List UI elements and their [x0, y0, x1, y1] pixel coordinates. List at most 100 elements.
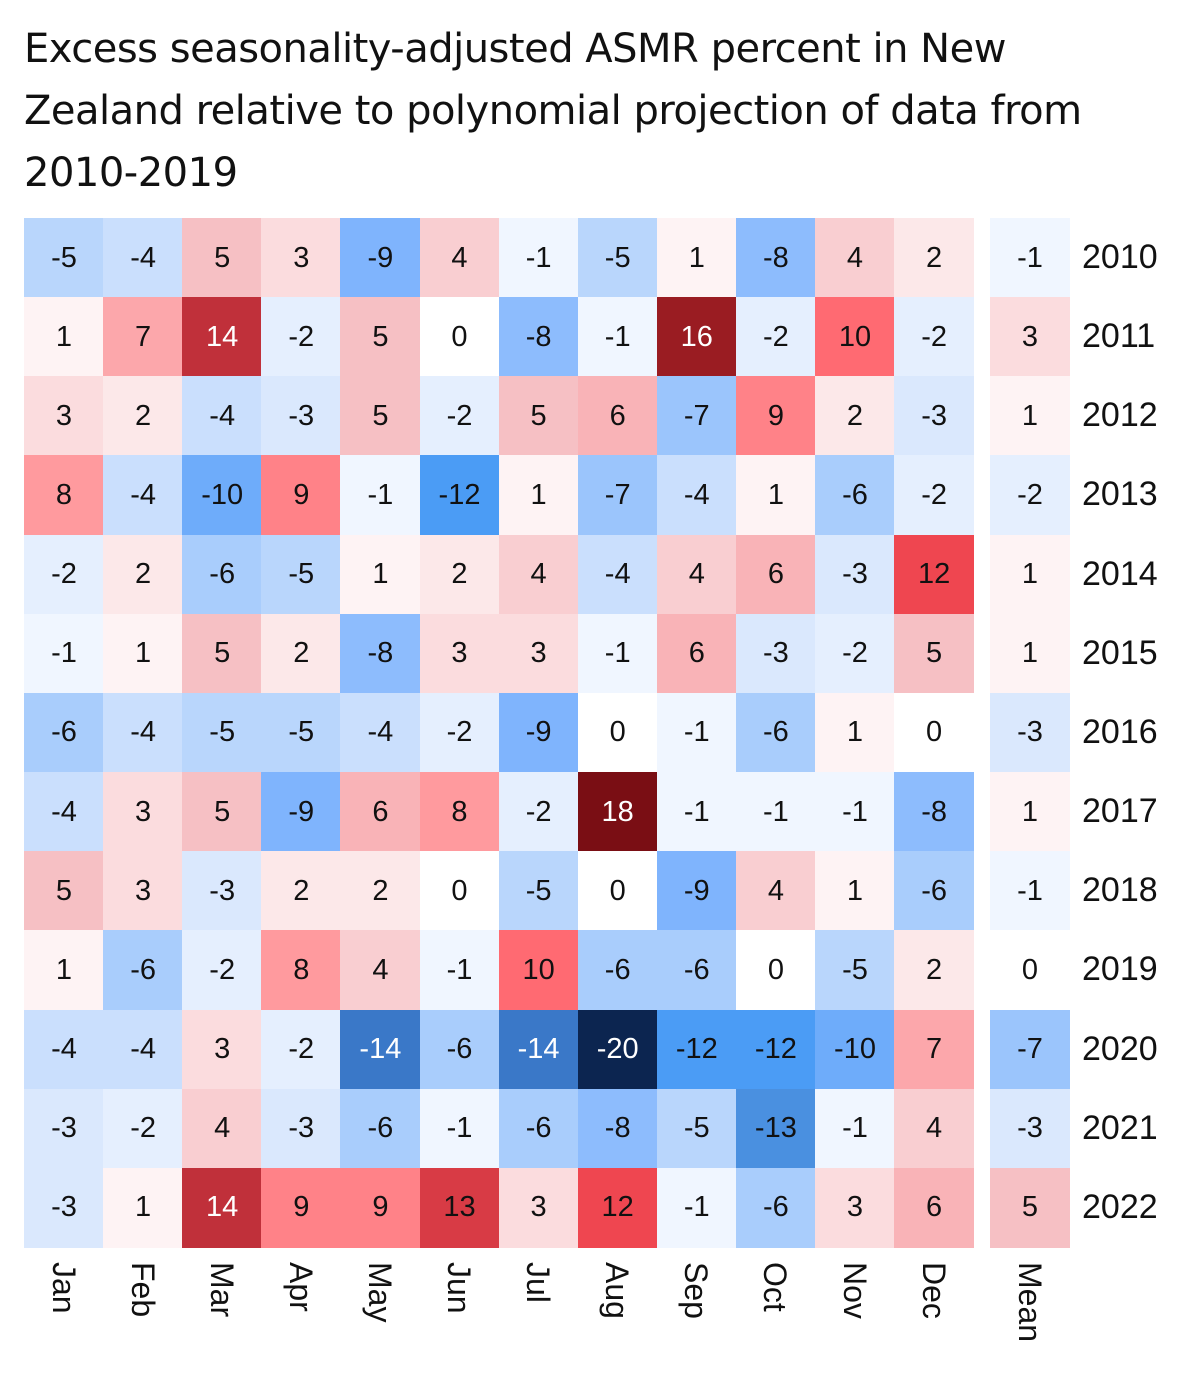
heatmap-cell-2018-jan: 5: [24, 851, 104, 932]
heatmap-cell-2014-aug: -4: [577, 534, 658, 615]
heatmap-cell-2017-aug: 18: [577, 772, 658, 853]
heatmap-cell-2011-may: 5: [340, 297, 421, 378]
heatmap-cell-2013-aug: -7: [577, 455, 658, 536]
heatmap-cell-2020-dec: 7: [894, 1009, 975, 1090]
heatmap-cell-2011-oct: -2: [735, 297, 816, 378]
row-label-2020: 2020: [1082, 1029, 1158, 1068]
heatmap-cell-2016-feb: -4: [103, 692, 184, 773]
heatmap-cell-2012-aug: 6: [577, 376, 658, 457]
heatmap-cell-2021-sep: -5: [656, 1088, 737, 1169]
heatmap-cell-2011-jan: 1: [24, 297, 104, 378]
heatmap-cell-2017-feb: 3: [103, 772, 184, 853]
heatmap-cell-2015-jun: 3: [419, 613, 500, 694]
heatmap-cell-2013-nov: -6: [815, 455, 895, 536]
heatmap-cell-2020-nov: -10: [815, 1009, 895, 1090]
heatmap-cell-2020-sep: -12: [656, 1009, 737, 1090]
heatmap-cell-2014-jul: 4: [498, 534, 579, 615]
column-label-sep: Sep: [678, 1262, 715, 1319]
heatmap-cell-2018-jul: -5: [498, 851, 579, 932]
heatmap-cell-2022-may: 9: [340, 1167, 421, 1248]
heatmap-cell-2012-oct: 9: [735, 376, 816, 457]
column-label-feb: Feb: [124, 1262, 161, 1318]
heatmap-cell-2019-apr: 8: [261, 930, 342, 1011]
heatmap-cell-2021-mar: 4: [182, 1088, 263, 1169]
mean-cell-2013: -2: [990, 455, 1070, 536]
heatmap-cell-2015-apr: 2: [261, 613, 342, 694]
heatmap-cell-2020-feb: -4: [103, 1009, 184, 1090]
heatmap-cell-2019-aug: -6: [577, 930, 658, 1011]
heatmap-cell-2016-apr: -5: [261, 692, 342, 773]
heatmap-cell-2010-apr: 3: [261, 218, 342, 298]
heatmap-cell-2017-may: 6: [340, 772, 421, 853]
row-label-2016: 2016: [1082, 712, 1158, 751]
heatmap-cell-2010-feb: -4: [103, 218, 184, 298]
heatmap-cell-2014-nov: -3: [815, 534, 895, 615]
heatmap-cell-2015-jan: -1: [24, 613, 104, 694]
heatmap-cell-2010-jun: 4: [419, 218, 500, 298]
heatmap-cell-2020-jan: -4: [24, 1009, 104, 1090]
heatmap-cell-2022-feb: 1: [103, 1167, 184, 1248]
heatmap-cell-2012-nov: 2: [815, 376, 895, 457]
heatmap-cell-2014-mar: -6: [182, 534, 263, 615]
heatmap-cell-2017-jan: -4: [24, 772, 104, 853]
heatmap-cell-2022-oct: -6: [735, 1167, 816, 1248]
column-label-may: May: [361, 1262, 398, 1323]
heatmap-cell-2010-jul: -1: [498, 218, 579, 298]
heatmap-cell-2018-apr: 2: [261, 851, 342, 932]
heatmap-cell-2020-mar: 3: [182, 1009, 263, 1090]
heatmap-cell-2013-may: -1: [340, 455, 421, 536]
heatmap-cell-2022-nov: 3: [815, 1167, 895, 1248]
heatmap-cell-2015-mar: 5: [182, 613, 263, 694]
heatmap-cell-2015-sep: 6: [656, 613, 737, 694]
mean-cell-2015: 1: [990, 613, 1070, 694]
heatmap-cell-2013-jul: 1: [498, 455, 579, 536]
mean-cell-2017: 1: [990, 772, 1070, 853]
row-label-2018: 2018: [1082, 871, 1158, 910]
heatmap-cell-2015-aug: -1: [577, 613, 658, 694]
heatmap-cell-2017-apr: -9: [261, 772, 342, 853]
heatmap-cell-2012-mar: -4: [182, 376, 263, 457]
heatmap-cell-2013-dec: -2: [894, 455, 975, 536]
heatmap-cell-2019-mar: -2: [182, 930, 263, 1011]
heatmap-cell-2019-jun: -1: [419, 930, 500, 1011]
heatmap-cell-2019-jan: 1: [24, 930, 104, 1011]
column-label-apr: Apr: [282, 1262, 319, 1312]
heatmap-cell-2011-nov: 10: [815, 297, 895, 378]
heatmap-cell-2014-apr: -5: [261, 534, 342, 615]
heatmap-cell-2010-mar: 5: [182, 218, 263, 298]
heatmap-cell-2022-aug: 12: [577, 1167, 658, 1248]
heatmap-cell-2017-oct: -1: [735, 772, 816, 853]
heatmap-cell-2013-sep: -4: [656, 455, 737, 536]
heatmap-cell-2018-dec: -6: [894, 851, 975, 932]
heatmap-cell-2019-sep: -6: [656, 930, 737, 1011]
heatmap-cell-2012-apr: -3: [261, 376, 342, 457]
heatmap-cell-2021-oct: -13: [735, 1088, 816, 1169]
heatmap-cell-2022-apr: 9: [261, 1167, 342, 1248]
column-label-oct: Oct: [757, 1262, 794, 1312]
heatmap-cell-2017-mar: 5: [182, 772, 263, 853]
heatmap-cell-2013-jan: 8: [24, 455, 104, 536]
heatmap-cell-2015-oct: -3: [735, 613, 816, 694]
heatmap-cell-2021-jan: -3: [24, 1088, 104, 1169]
row-label-2011: 2011: [1082, 317, 1156, 356]
heatmap-cell-2021-jul: -6: [498, 1088, 579, 1169]
heatmap-cell-2021-jun: -1: [419, 1088, 500, 1169]
heatmap-cell-2019-jul: 10: [498, 930, 579, 1011]
heatmap-cell-2019-may: 4: [340, 930, 421, 1011]
heatmap-cell-2012-sep: -7: [656, 376, 737, 457]
row-label-2013: 2013: [1082, 475, 1158, 514]
heatmap-cell-2017-sep: -1: [656, 772, 737, 853]
heatmap-cell-2011-aug: -1: [577, 297, 658, 378]
heatmap-cell-2011-apr: -2: [261, 297, 342, 378]
mean-cell-2018: -1: [990, 851, 1070, 932]
heatmap-cell-2018-sep: -9: [656, 851, 737, 932]
row-label-2015: 2015: [1082, 633, 1158, 672]
heatmap-cell-2013-feb: -4: [103, 455, 184, 536]
mean-cell-2022: 5: [990, 1167, 1070, 1248]
heatmap-cell-2015-feb: 1: [103, 613, 184, 694]
heatmap-cell-2016-dec: 0: [894, 692, 975, 773]
heatmap-cell-2010-dec: 2: [894, 218, 975, 298]
heatmap-cell-2011-jul: -8: [498, 297, 579, 378]
column-label-mean: Mean: [1011, 1262, 1048, 1343]
heatmap-cell-2010-aug: -5: [577, 218, 658, 298]
